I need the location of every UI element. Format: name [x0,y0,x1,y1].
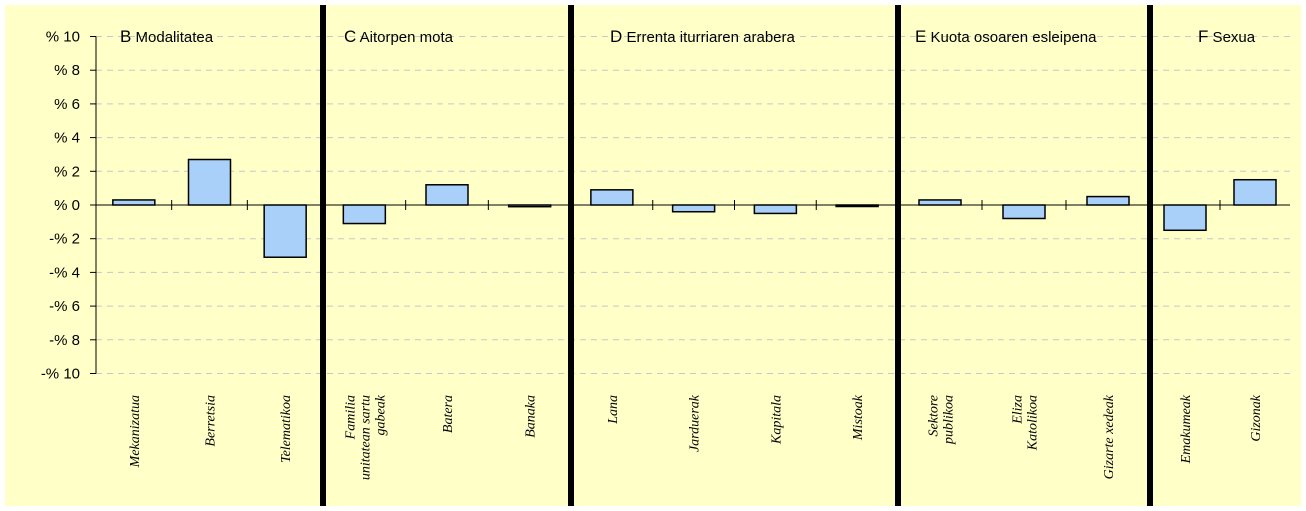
bar [425,184,469,206]
y-tick-label: % 4 [54,130,80,147]
bar [1233,178,1277,206]
category-label: Banaka [524,395,539,438]
section-title-text: Errenta iturriaren arabera [622,29,795,46]
bar [1086,195,1130,206]
section-title: C Aitorpen mota [344,27,454,46]
y-tick-label: -% 6 [49,298,80,315]
section-title-text: Kuota osoaren esleipena [926,29,1097,46]
bar [187,158,232,206]
category-label-line: Mekanizatua [128,395,143,468]
section-title: B Modalitatea [120,27,214,46]
category-label: Jarduerak [688,394,703,452]
category-label-line: Emakumeak [1179,394,1194,464]
category-label: Kapitala [769,395,784,445]
category-label-line: gabeak [373,394,388,435]
label-layer: B Modalitatea Mekanizatua Berretsia Telemat… [120,27,1264,480]
category-label-line: Eliza [1011,395,1026,425]
y-tick-label: % 6 [54,96,80,113]
bar [590,189,634,206]
y-tick-label: % 0 [54,197,80,214]
section-title-text: Sexua [1208,29,1255,46]
section-letter: D [610,27,622,46]
category-label-line: unitatean sartu [358,395,373,480]
bars-layer [112,158,1277,258]
bar [1163,204,1207,232]
category-label: Sektorepublikoa [927,395,957,445]
bar [918,199,962,206]
category-label-line: Sektore [927,395,942,436]
section-title-text: Modalitatea [131,29,213,46]
category-label: Emakumeak [1179,394,1194,464]
bar [753,204,798,215]
y-tick-label: -% 10 [41,366,80,383]
section-letter: C [344,27,356,46]
category-label: Mekanizatua [128,395,143,468]
category-label: Gizarte xedeak [1102,394,1117,479]
bar [671,204,716,213]
category-label-line: Kapitala [769,395,784,445]
y-tick-label: % 10 [46,29,80,46]
y-tick-label: -% 4 [49,264,80,281]
section-letter: E [915,27,926,46]
section-title: D Errenta iturriaren arabera [610,27,796,46]
category-label: Berretsia [204,395,219,447]
y-tick-label: % 2 [54,163,80,180]
chart-background [5,5,1301,506]
category-label-line: Gizonak [1249,394,1264,441]
y-tick-label: -% 2 [49,231,80,248]
category-label-line: Mistoak [851,394,866,441]
y-tick-label: -% 8 [49,332,80,349]
section-letter: B [120,27,131,46]
category-label: Gizonak [1249,394,1264,441]
section-letter: F [1198,27,1208,46]
category-label: Lana [606,395,621,425]
category-label: Batera [441,395,456,433]
y-tick-label: % 8 [54,62,80,79]
category-label-line: Berretsia [204,395,219,447]
category-label-line: publikoa [942,395,957,445]
category-label-line: Jarduerak [688,394,703,452]
category-label: Telematikoa [279,395,294,463]
bar [507,204,552,208]
bar [1002,204,1046,220]
category-label-line: Banaka [524,395,539,438]
category-label-line: Batera [441,395,456,433]
divider-layer [320,5,1153,506]
bar [263,204,307,258]
category-label-line: Telematikoa [279,395,294,463]
category-label-line: Katolikoa [1026,395,1041,451]
category-label-line: Lana [606,395,621,425]
category-label-line: Gizarte xedeak [1102,394,1117,479]
category-label: Familiaunitatean sartugabeak [343,394,388,480]
bar [835,204,879,208]
bar [112,199,156,206]
category-label: ElizaKatolikoa [1011,395,1041,451]
axis-layer: % 10 % 8 % 6 % 4 % 2 % 0 -% 2 -% 4 -% 6 -% 8 -% 10 [41,29,1290,383]
section-title: E Kuota osoaren esleipena [915,27,1097,46]
category-label-line: Familia [343,395,358,440]
section-title: F Sexua [1198,27,1256,46]
section-title-text: Aitorpen mota [356,29,453,46]
category-label: Mistoak [851,394,866,441]
bar [342,204,387,225]
grid-layer [96,36,1290,374]
